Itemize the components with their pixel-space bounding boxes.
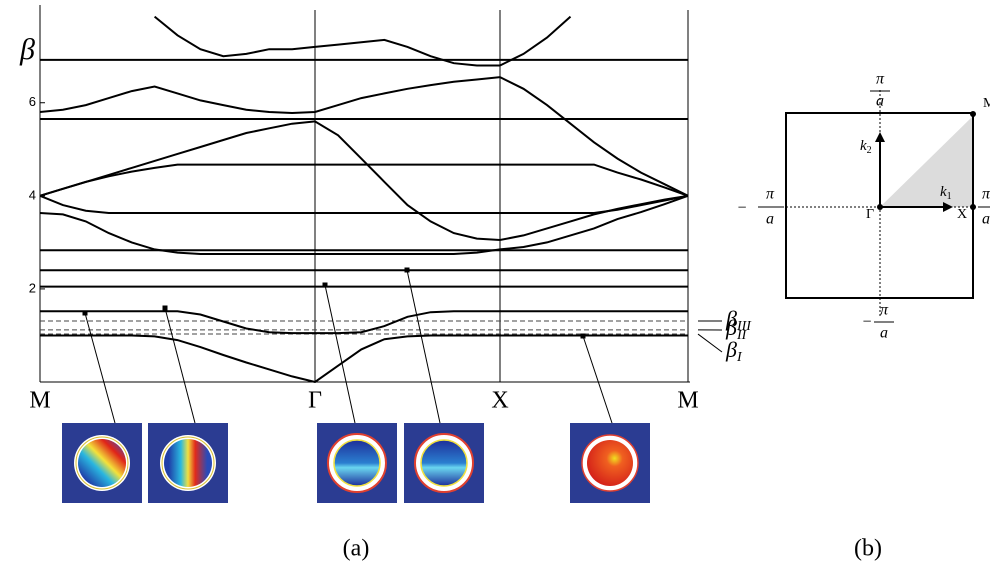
symbol: β bbox=[725, 337, 737, 362]
pointer bbox=[324, 284, 356, 424]
label-k1: k1 bbox=[940, 184, 952, 202]
x-tick-label: Γ bbox=[308, 388, 322, 414]
sub: 1 bbox=[947, 191, 952, 202]
pointer bbox=[582, 335, 613, 424]
frac-den: a bbox=[982, 211, 990, 228]
sub: 2 bbox=[867, 145, 872, 156]
band-line bbox=[40, 334, 688, 383]
label-M: M bbox=[983, 96, 990, 111]
pointer-end bbox=[580, 333, 586, 339]
frac-den: a bbox=[880, 325, 888, 342]
band-line bbox=[40, 120, 689, 242]
band-line bbox=[40, 310, 688, 335]
frac-num: π bbox=[876, 71, 885, 88]
caption-b: (b) bbox=[854, 536, 882, 562]
pointer-end bbox=[82, 310, 88, 316]
reference-pointer bbox=[697, 333, 723, 353]
pointer bbox=[84, 312, 116, 424]
band-line bbox=[153, 15, 572, 67]
frac-sign: − bbox=[737, 200, 746, 217]
symbol: β bbox=[725, 315, 737, 340]
band-line bbox=[40, 194, 689, 214]
brillouin-zone: M Γ X k1 k2 π a π a − π a − π a bbox=[737, 71, 990, 342]
y-tick-label: 6 bbox=[29, 94, 36, 109]
frac-num: π bbox=[982, 186, 990, 203]
point bbox=[970, 204, 976, 210]
label-gamma: Γ bbox=[866, 207, 874, 222]
frac-num: π bbox=[880, 302, 889, 319]
pointer-end bbox=[322, 282, 328, 288]
k: k bbox=[860, 138, 867, 154]
x-tick-label: M bbox=[29, 388, 50, 414]
reference-label: βII bbox=[725, 315, 748, 343]
pointer-end bbox=[162, 305, 168, 311]
irreducible-zone bbox=[880, 116, 973, 207]
band-line bbox=[40, 76, 689, 197]
pointer bbox=[164, 307, 196, 424]
insets bbox=[82, 267, 613, 424]
frac-den: a bbox=[876, 93, 884, 110]
subscript: I bbox=[736, 350, 743, 365]
reference-label: βI bbox=[725, 337, 743, 365]
inset-2 bbox=[148, 423, 228, 503]
inset-4 bbox=[404, 423, 484, 503]
inset-3 bbox=[317, 423, 397, 503]
k: k bbox=[940, 184, 947, 200]
frac-num: π bbox=[766, 186, 775, 203]
frac-den: a bbox=[766, 211, 774, 228]
subscript: III bbox=[736, 319, 752, 334]
band-line bbox=[40, 194, 689, 255]
x-tick-label: M bbox=[677, 388, 698, 414]
y-tick-label: 2 bbox=[29, 280, 36, 295]
symbol: β bbox=[725, 306, 737, 331]
pointer bbox=[406, 269, 441, 424]
arrow-head bbox=[943, 202, 953, 212]
subscript: II bbox=[736, 328, 748, 343]
inset-1 bbox=[62, 423, 142, 503]
y-tick-label: 4 bbox=[29, 187, 36, 202]
reference-label: βIII bbox=[725, 306, 752, 334]
frac-sign: − bbox=[862, 314, 871, 331]
point bbox=[970, 111, 976, 117]
inset-5 bbox=[570, 423, 650, 503]
caption-a: (a) bbox=[343, 536, 370, 562]
label-X: X bbox=[957, 207, 967, 222]
band-line bbox=[40, 163, 689, 197]
pointer-end bbox=[404, 267, 410, 273]
arrow-head bbox=[875, 132, 885, 142]
x-tick-label: X bbox=[491, 388, 508, 414]
label-k2: k2 bbox=[860, 138, 872, 156]
point bbox=[877, 204, 883, 210]
y-axis-label: β bbox=[19, 33, 35, 66]
